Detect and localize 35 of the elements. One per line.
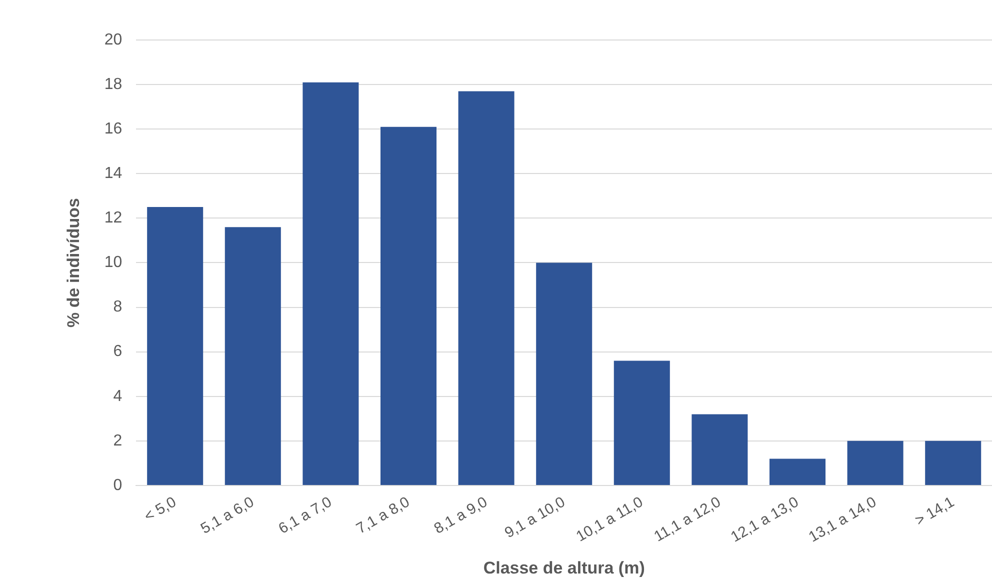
x-tick-label: 10,1 a 11,0 (573, 494, 646, 546)
x-tick-label: 12,1 a 13,0 (728, 494, 802, 546)
y-tick-label: 16 (104, 120, 122, 138)
bar (536, 262, 592, 485)
x-tick-label: 9,1 a 10,0 (502, 494, 568, 542)
y-tick-label: 2 (113, 432, 122, 450)
bar (692, 414, 748, 485)
x-tick-label: > 14,1 (912, 494, 958, 530)
y-tick-label: 10 (104, 254, 122, 272)
y-tick-label: 12 (104, 210, 122, 227)
x-tick-label: 6,1 a 7,0 (276, 494, 335, 538)
x-tick-label: < 5,0 (141, 494, 180, 526)
y-tick-label: 4 (113, 388, 122, 405)
bar (925, 440, 982, 485)
y-tick-label: 0 (113, 476, 122, 494)
x-tick-label: 13,1 a 14,0 (806, 494, 880, 546)
bar (224, 227, 281, 485)
bar (458, 91, 514, 485)
y-tick-label: 6 (113, 343, 122, 360)
bar (847, 440, 904, 485)
y-tick-label: 20 (104, 31, 122, 48)
y-tick-label: 14 (104, 165, 122, 182)
y-tick-label: 8 (113, 298, 122, 316)
y-axis-title: % de indivíduos (64, 198, 83, 328)
x-axis-title: Classe de altura (m) (483, 558, 645, 578)
x-tick-label: 8,1 a 9,0 (431, 494, 490, 538)
x-tick-label: 7,1 a 8,0 (354, 494, 413, 538)
bar (614, 360, 670, 485)
bar (769, 458, 826, 485)
bar (302, 82, 359, 485)
x-tick-label: 11,1 a 12,0 (651, 494, 724, 546)
x-tick-label: 5,1 a 6,0 (198, 494, 257, 538)
bar (147, 207, 204, 485)
bar (380, 126, 437, 485)
y-tick-label: 18 (104, 76, 122, 93)
